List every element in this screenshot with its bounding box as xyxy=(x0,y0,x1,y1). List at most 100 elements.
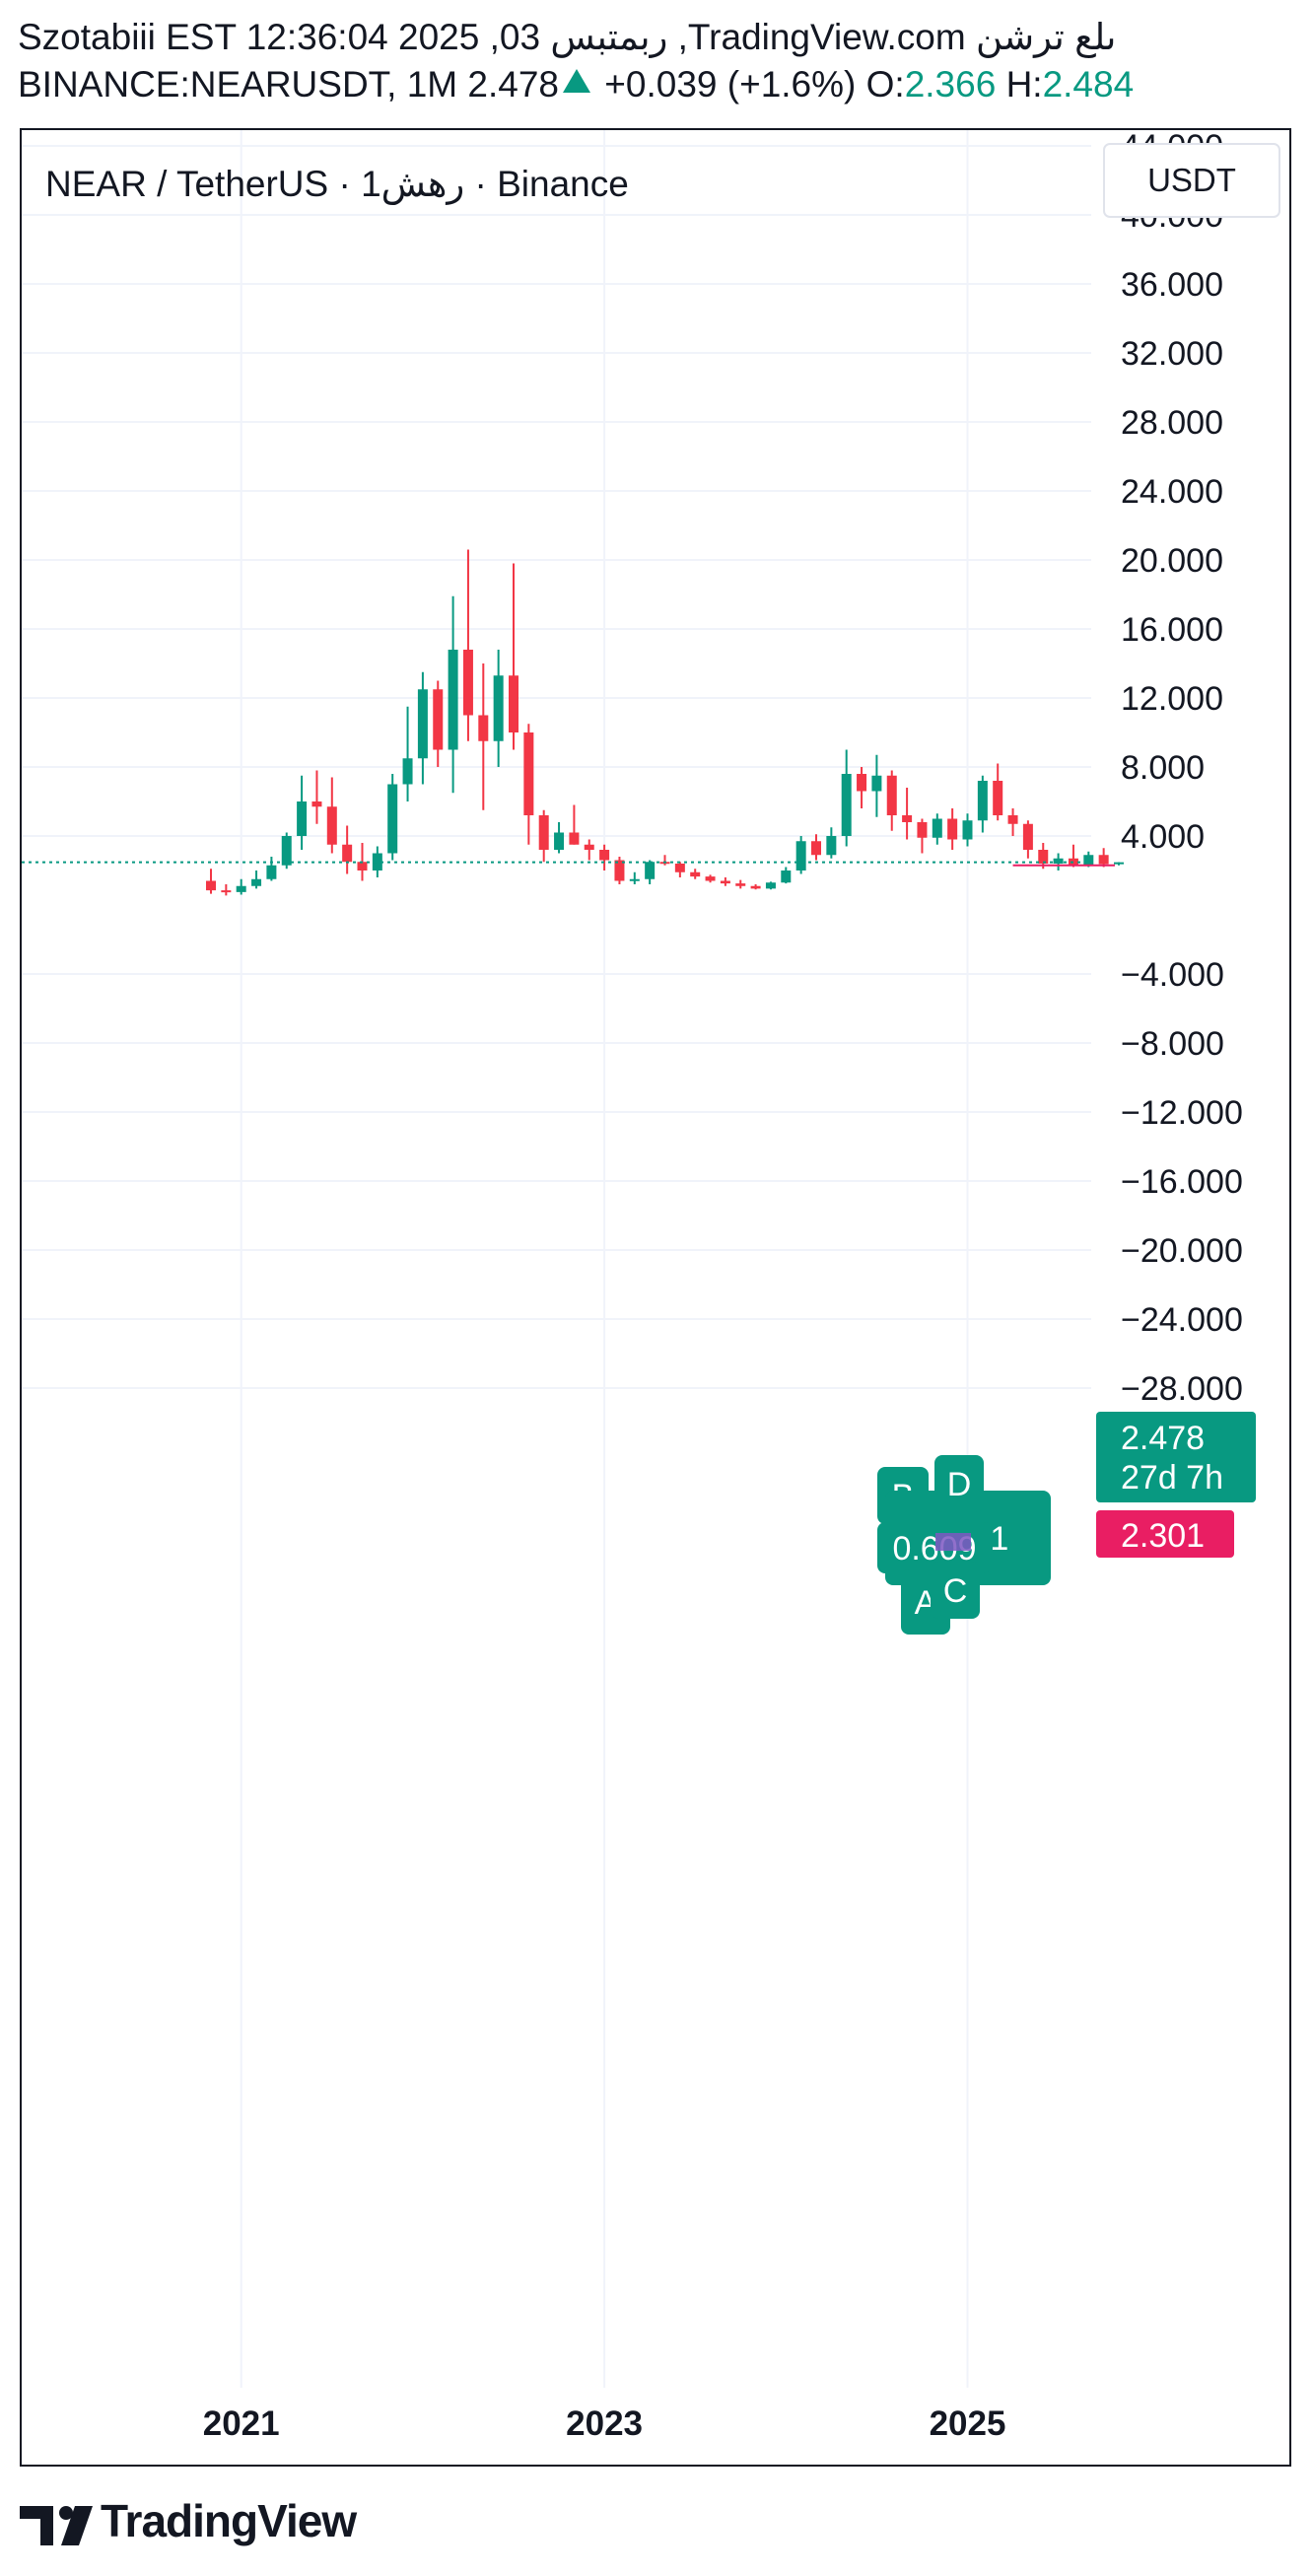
y-tick-label: 12.000 xyxy=(1121,680,1223,718)
candle xyxy=(372,846,382,877)
candle-body xyxy=(645,862,656,879)
candle xyxy=(917,818,928,854)
candle-body xyxy=(251,878,262,886)
pink-price-badge: 2.301 xyxy=(1096,1510,1234,1558)
last-price-badge-bg xyxy=(1096,1412,1256,1502)
candle-body xyxy=(720,880,730,884)
chart-header: Szotabiii EST 12:36:04 2025 ,03 ربمتبس ,… xyxy=(18,14,1299,108)
x-axis-label: 2021 xyxy=(203,2404,280,2443)
candle-body xyxy=(629,878,640,881)
candle xyxy=(962,813,973,847)
candle xyxy=(417,671,428,785)
candle xyxy=(342,825,353,874)
candle-body xyxy=(387,784,398,854)
y-tick-label: 4.000 xyxy=(1121,818,1205,856)
candle xyxy=(645,860,656,884)
last-price-badge-countdown: 27d 7h xyxy=(1121,1459,1223,1497)
pattern-label-c: C xyxy=(931,1562,980,1619)
candle-body xyxy=(538,815,549,850)
candle-body xyxy=(614,860,625,881)
y-tick-label: −24.000 xyxy=(1121,1301,1243,1339)
candle xyxy=(462,549,473,741)
candle-body xyxy=(781,870,792,883)
candle xyxy=(584,839,594,861)
x-axis-label: 2025 xyxy=(930,2404,1006,2443)
high-value: 2.484 xyxy=(1042,64,1135,104)
candle xyxy=(387,774,398,861)
candle-body xyxy=(297,801,308,836)
candle-body xyxy=(735,883,746,886)
candle xyxy=(509,563,518,750)
pattern-label-d-text: D xyxy=(947,1466,972,1503)
candle-body xyxy=(947,818,958,840)
open-label: O: xyxy=(865,64,905,104)
candle-body xyxy=(1083,855,1094,866)
candle xyxy=(720,877,730,886)
pattern-label-c-bg xyxy=(931,1562,980,1619)
candle xyxy=(811,834,821,861)
candle-body xyxy=(402,758,413,785)
candle-body xyxy=(372,853,382,870)
candle-body xyxy=(1098,855,1109,865)
tradingview-logo-icon xyxy=(20,2506,93,2545)
candle-body xyxy=(281,836,292,866)
candle xyxy=(599,844,610,870)
candle-body xyxy=(206,880,216,891)
candle xyxy=(1068,844,1078,868)
up-arrow-icon xyxy=(563,69,591,93)
candle xyxy=(523,724,534,845)
candle xyxy=(448,595,458,794)
x-axis-label: 2023 xyxy=(566,2404,643,2443)
pink-price-badge-bg xyxy=(1096,1510,1234,1558)
candle xyxy=(297,775,308,850)
candle xyxy=(326,777,337,854)
candle xyxy=(538,809,549,863)
candle xyxy=(705,874,716,883)
pattern-marker xyxy=(935,1533,971,1551)
candle xyxy=(251,870,262,889)
candle xyxy=(659,855,670,866)
candle xyxy=(690,869,701,879)
currency-label: USDT xyxy=(1147,162,1236,198)
y-tick-label: 28.000 xyxy=(1121,404,1223,442)
candle-body xyxy=(1038,850,1049,864)
candle-body xyxy=(433,689,444,750)
candle xyxy=(857,767,867,808)
candle-body xyxy=(750,885,761,889)
candle xyxy=(735,879,746,889)
candle xyxy=(281,832,292,870)
candle-body xyxy=(326,806,337,845)
candle-body xyxy=(266,865,277,879)
candle xyxy=(266,857,277,881)
last-price: 2.478 xyxy=(467,64,560,104)
candle xyxy=(750,884,761,890)
y-tick-label: 16.000 xyxy=(1121,611,1223,649)
currency-button[interactable]: USDT xyxy=(1103,143,1280,218)
candle xyxy=(993,763,1003,821)
candle-body xyxy=(917,822,928,838)
candle xyxy=(614,857,625,884)
candle-body xyxy=(993,781,1003,815)
candle xyxy=(221,884,232,896)
candle-body xyxy=(462,650,473,716)
candle-body xyxy=(417,689,428,759)
pink-price-badge-value: 2.301 xyxy=(1121,1517,1205,1555)
y-tick-label: 36.000 xyxy=(1121,266,1223,304)
pattern-label-d-bg xyxy=(934,1455,984,1512)
candle xyxy=(402,706,413,801)
candle-body xyxy=(311,801,322,807)
candle-body xyxy=(1022,823,1033,850)
tradingview-logo-text: TradingView xyxy=(101,2495,357,2546)
candle xyxy=(871,754,882,817)
symbol-info-line: BINANCE:NEARUSDT, 1M 2.478 +0.039 (+1.6%… xyxy=(18,61,1299,108)
candle-body xyxy=(826,836,837,856)
candle-body xyxy=(811,841,821,856)
candle-body xyxy=(765,882,776,889)
candle xyxy=(1007,808,1018,836)
candle xyxy=(674,862,685,877)
candle-body xyxy=(1007,815,1018,824)
candle xyxy=(932,813,942,845)
y-tick-label: −12.000 xyxy=(1121,1094,1243,1132)
